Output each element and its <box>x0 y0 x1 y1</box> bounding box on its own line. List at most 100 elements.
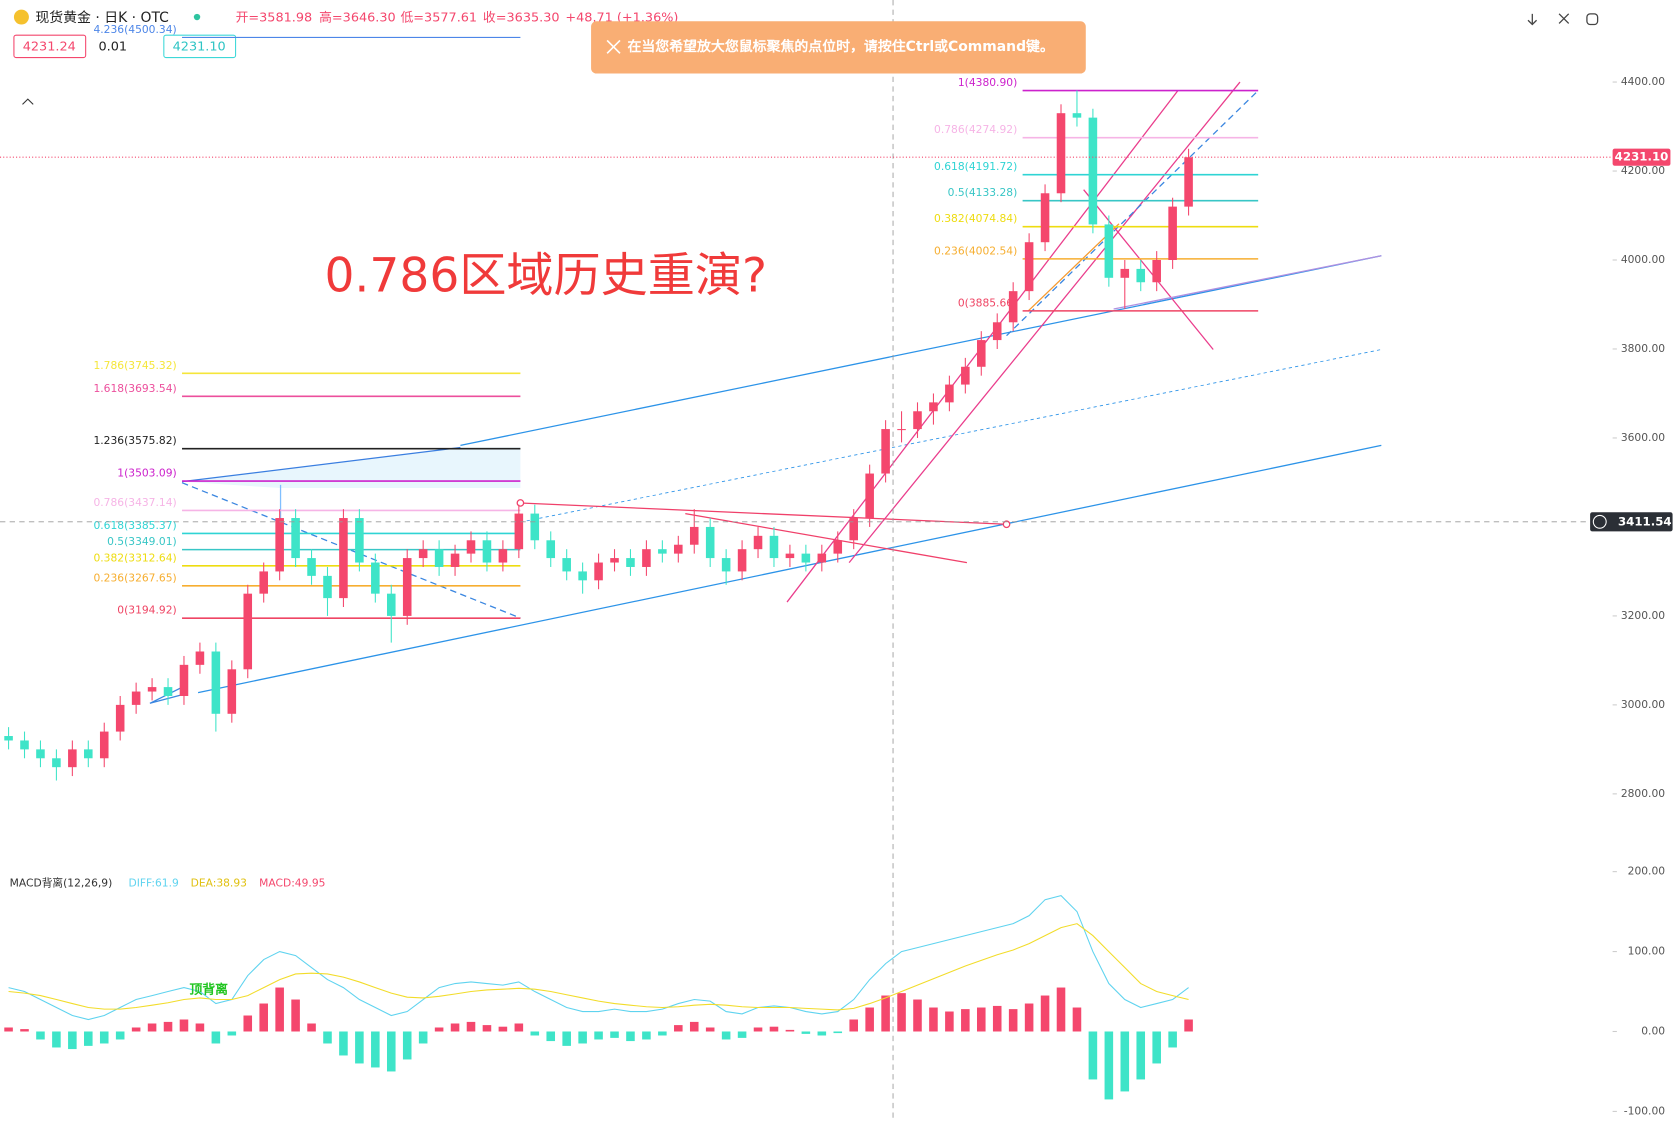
open: 开=3581.98 <box>236 11 313 26</box>
high: 高=3646.30 <box>319 10 396 26</box>
candle-body <box>482 540 492 563</box>
close-icon[interactable] <box>1558 13 1570 24</box>
candle-body <box>801 553 811 563</box>
trend-line <box>1083 189 1214 350</box>
candle-body <box>498 549 508 563</box>
candle-body <box>992 322 1002 341</box>
candle-body <box>705 526 715 559</box>
macd-bar <box>355 1031 364 1064</box>
candle-body <box>259 571 268 594</box>
candle-body <box>163 687 173 696</box>
price-tag <box>1612 148 1671 166</box>
macd-diff-label: DIFF:61.9 <box>128 876 179 889</box>
candle-body <box>1008 291 1018 323</box>
macd-bar <box>674 1025 683 1032</box>
y-tick-label: 4200.00 <box>1621 164 1665 177</box>
y-tick-label: 3200.00 <box>1621 609 1665 622</box>
candle-body <box>1056 113 1066 194</box>
candle-body <box>514 513 524 550</box>
y-tick-label: 4000.00 <box>1621 253 1665 266</box>
download-icon[interactable] <box>1527 19 1538 26</box>
candle-body <box>68 749 77 768</box>
candle-body <box>371 562 380 594</box>
macd-bar <box>227 1031 237 1036</box>
candle-body <box>1040 193 1050 243</box>
y-tick-label: 4400.00 <box>1621 75 1665 88</box>
candle-body <box>355 518 364 563</box>
candle-body <box>1136 268 1146 283</box>
macd-bar <box>833 1031 843 1034</box>
macd-bar <box>1024 1003 1034 1032</box>
candle-body <box>339 518 348 599</box>
macd-bar <box>913 999 922 1032</box>
candle-body <box>769 535 779 559</box>
candle-body <box>689 526 699 545</box>
candle-body <box>115 704 125 732</box>
candle-body <box>323 575 332 599</box>
y-tick-label: 3600.00 <box>1621 431 1665 444</box>
fib-label: 0.5(4133.28) <box>948 186 1018 199</box>
macd-bar <box>243 1015 253 1032</box>
macd-bar <box>769 1026 779 1032</box>
candle-body <box>817 553 827 563</box>
macd-bar <box>929 1007 938 1032</box>
fib-label: 0.236(3267.65) <box>93 571 176 584</box>
candle-body <box>658 549 667 554</box>
candle-body <box>1024 242 1034 292</box>
macd-bar <box>323 1031 332 1044</box>
candle-body <box>243 593 253 670</box>
symbol: 现货黄金 · 日K · OTC <box>35 9 169 26</box>
macd-bar <box>386 1031 396 1072</box>
macd-bar <box>434 1027 444 1032</box>
macd-bar <box>195 1023 205 1032</box>
status-dot <box>193 13 201 21</box>
macd-bar <box>163 1021 173 1032</box>
macd-bar <box>626 1031 635 1042</box>
ask: 4231.10 <box>173 39 226 54</box>
macd-bar <box>594 1031 603 1040</box>
box[interactable] <box>163 34 237 59</box>
bid: 4231.24 <box>23 39 76 54</box>
trend-line <box>197 444 1382 694</box>
macd-dea-label: DEA:38.93 <box>191 876 247 889</box>
candle-body <box>578 571 587 581</box>
fib-label: 0.618(4191.72) <box>934 160 1017 173</box>
y-tick-label: 100.00 <box>1628 945 1666 958</box>
fib-label: 0(3194.92) <box>117 604 176 617</box>
macd-bar <box>1120 1031 1130 1092</box>
macd-bar <box>36 1031 45 1040</box>
collapse-icon[interactable] <box>22 98 34 105</box>
macd-bar <box>1088 1031 1098 1080</box>
candle-body <box>20 740 29 750</box>
macd-bar <box>737 1031 747 1038</box>
candle-body <box>849 518 858 541</box>
candle-body <box>450 553 460 567</box>
macd-bar <box>68 1031 77 1050</box>
macd-bar <box>1072 1007 1082 1032</box>
candle-body <box>881 429 890 474</box>
candle-body <box>434 549 444 567</box>
candle-body <box>833 540 843 554</box>
candle-body <box>52 758 61 768</box>
toast-close[interactable] <box>606 39 621 54</box>
candle-body <box>961 366 970 385</box>
expand-icon[interactable] <box>1586 13 1599 26</box>
candle-body <box>610 558 619 563</box>
candle-body <box>1088 117 1098 225</box>
trend-line <box>848 81 1241 564</box>
box[interactable] <box>13 34 87 59</box>
macd-bar <box>402 1031 412 1060</box>
trend-line <box>460 255 1382 447</box>
toast-text: 在当您希望放大您鼠标聚焦的点位时，请按住Ctrl或Command键。 <box>627 38 1053 55</box>
candle-body <box>1072 113 1082 118</box>
drawings <box>149 0 1382 1121</box>
candle-body <box>307 558 316 576</box>
low: 低=3577.61 <box>400 11 477 26</box>
y-tick-label: 3000.00 <box>1621 698 1665 711</box>
macd-bar <box>945 1011 954 1032</box>
macd-bar <box>52 1031 61 1048</box>
macd-bar <box>1136 1031 1146 1080</box>
macd-diff-line <box>8 895 1189 1021</box>
candle-body <box>1104 224 1114 278</box>
macd-bar <box>689 1021 699 1032</box>
